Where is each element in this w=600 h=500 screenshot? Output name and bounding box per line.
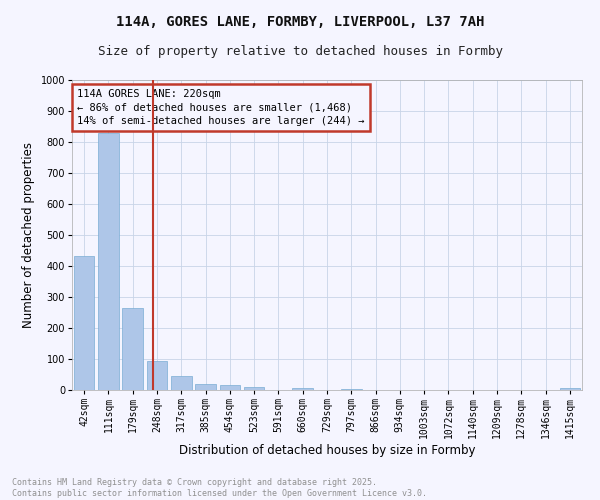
Bar [195, 384, 216, 390]
Bar [74, 256, 94, 390]
Text: 114A, GORES LANE, FORMBY, LIVERPOOL, L37 7AH: 114A, GORES LANE, FORMBY, LIVERPOOL, L37… [116, 15, 484, 29]
Bar [171, 376, 191, 390]
Bar [220, 386, 240, 390]
Text: 114A GORES LANE: 220sqm
← 86% of detached houses are smaller (1,468)
14% of semi: 114A GORES LANE: 220sqm ← 86% of detache… [77, 90, 365, 126]
Bar [98, 132, 119, 390]
Bar [244, 387, 265, 390]
Text: Contains HM Land Registry data © Crown copyright and database right 2025.
Contai: Contains HM Land Registry data © Crown c… [12, 478, 427, 498]
Bar [146, 360, 167, 390]
Bar [122, 308, 143, 390]
Bar [292, 388, 313, 390]
Text: Size of property relative to detached houses in Formby: Size of property relative to detached ho… [97, 45, 503, 58]
X-axis label: Distribution of detached houses by size in Formby: Distribution of detached houses by size … [179, 444, 475, 456]
Bar [341, 389, 362, 390]
Y-axis label: Number of detached properties: Number of detached properties [22, 142, 35, 328]
Bar [560, 388, 580, 390]
